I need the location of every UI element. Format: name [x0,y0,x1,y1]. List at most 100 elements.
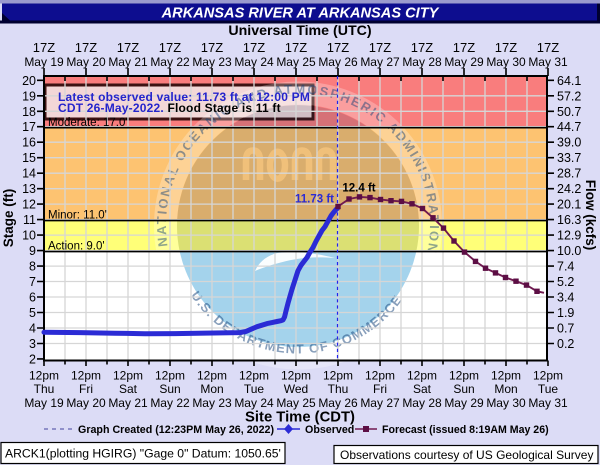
svg-text:May 26: May 26 [318,396,358,410]
svg-text:44.7: 44.7 [557,120,581,134]
svg-text:Thu: Thu [328,382,349,396]
svg-text:15: 15 [22,151,36,165]
svg-text:Mon: Mon [200,382,223,396]
svg-text:10: 10 [22,229,36,243]
svg-text:CDT 26-May-2022. Flood Stage i: CDT 26-May-2022. Flood Stage is 11 ft [58,101,281,115]
svg-text:Sat: Sat [119,382,138,396]
svg-text:5: 5 [29,306,36,320]
svg-text:50.7: 50.7 [557,105,581,119]
svg-text:1.9: 1.9 [557,306,574,320]
svg-text:May 20: May 20 [66,396,106,410]
svg-text:13: 13 [22,182,36,196]
svg-text:12pm: 12pm [407,369,437,383]
svg-text:39.0: 39.0 [557,136,581,150]
svg-text:17Z: 17Z [201,40,223,55]
svg-text:17Z: 17Z [411,40,433,55]
svg-text:16.3: 16.3 [557,213,581,227]
svg-text:8: 8 [29,260,36,274]
svg-text:Forecast (issued 8:19AM May 26: Forecast (issued 8:19AM May 26) [382,424,549,436]
svg-text:17Z: 17Z [285,40,307,55]
svg-text:24.2: 24.2 [557,182,581,196]
svg-text:17Z: 17Z [369,40,391,55]
svg-text:33.7: 33.7 [557,151,581,165]
svg-text:19: 19 [22,89,36,103]
svg-text:12pm: 12pm [533,369,563,383]
svg-text:Tue: Tue [244,382,265,396]
svg-text:0.7: 0.7 [557,322,574,336]
svg-text:May 28: May 28 [402,55,442,69]
svg-text:ARKANSAS RIVER AT ARKANSAS CIT: ARKANSAS RIVER AT ARKANSAS CITY [161,6,440,22]
svg-text:17Z: 17Z [243,40,265,55]
svg-text:Minor: 11.0': Minor: 11.0' [48,210,107,222]
svg-text:Fri: Fri [373,382,387,396]
svg-text:Observed: Observed [305,424,354,436]
svg-text:17Z: 17Z [33,40,55,55]
svg-text:20.1: 20.1 [557,198,581,212]
svg-text:Flow (kcfs): Flow (kcfs) [583,180,598,251]
svg-text:May 24: May 24 [234,396,274,410]
svg-text:3.4: 3.4 [557,291,574,305]
svg-text:Sun: Sun [159,382,180,396]
svg-text:17Z: 17Z [537,40,559,55]
svg-text:9: 9 [29,244,36,258]
svg-text:12pm: 12pm [197,369,227,383]
svg-text:May 19: May 19 [24,396,64,410]
svg-text:3: 3 [29,337,36,351]
svg-text:May 26: May 26 [318,55,358,69]
svg-text:6: 6 [29,291,36,305]
svg-text:57.2: 57.2 [557,89,581,103]
svg-text:May 29: May 29 [444,396,484,410]
svg-text:May 22: May 22 [150,396,190,410]
svg-text:May 31: May 31 [528,55,568,69]
svg-text:28.7: 28.7 [557,167,581,181]
svg-text:Fri: Fri [79,382,93,396]
svg-text:16: 16 [22,136,36,150]
svg-text:10.0: 10.0 [557,244,581,258]
svg-text:17Z: 17Z [117,40,139,55]
svg-text:Site Time (CDT): Site Time (CDT) [245,410,355,426]
svg-text:Graph Created (12:23PM May 26,: Graph Created (12:23PM May 26, 2022) [78,424,274,436]
svg-text:5.2: 5.2 [557,275,574,289]
svg-text:Moderate: 17.0': Moderate: 17.0' [48,117,128,129]
svg-text:Sun: Sun [453,382,474,396]
svg-text:17Z: 17Z [327,40,349,55]
svg-text:17: 17 [22,120,36,134]
svg-text:May 28: May 28 [402,396,442,410]
svg-text:12pm: 12pm [491,369,521,383]
svg-text:May 30: May 30 [486,396,526,410]
svg-text:7.4: 7.4 [557,260,574,274]
svg-text:7: 7 [29,275,36,289]
svg-text:0.2: 0.2 [557,337,574,351]
svg-text:12.4 ft: 12.4 ft [342,183,375,195]
svg-text:17Z: 17Z [495,40,517,55]
svg-text:12pm: 12pm [323,369,353,383]
svg-text:12: 12 [22,198,36,212]
svg-text:Latest observed value: 11.73 f: Latest observed value: 11.73 ft at 12:00… [58,90,310,104]
svg-text:18: 18 [22,105,36,119]
svg-text:12pm: 12pm [29,369,59,383]
svg-text:11.73 ft: 11.73 ft [295,194,334,206]
svg-text:May 29: May 29 [444,55,484,69]
svg-text:May 27: May 27 [360,55,400,69]
svg-text:May 25: May 25 [276,55,316,69]
svg-text:Sat: Sat [413,382,432,396]
svg-text:2: 2 [29,352,36,366]
svg-text:Wed: Wed [284,382,308,396]
svg-text:May 24: May 24 [234,55,274,69]
svg-text:12pm: 12pm [239,369,269,383]
svg-text:May 20: May 20 [66,55,106,69]
svg-text:14: 14 [22,167,36,181]
svg-text:Mon: Mon [494,382,517,396]
svg-text:May 25: May 25 [276,396,316,410]
svg-text:12pm: 12pm [155,369,185,383]
svg-text:12pm: 12pm [449,369,479,383]
svg-text:May 22: May 22 [150,55,190,69]
svg-text:17Z: 17Z [75,40,97,55]
svg-text:May 23: May 23 [192,396,232,410]
svg-text:17Z: 17Z [453,40,475,55]
svg-text:ARCK1(plotting HGIRG) "Gage 0": ARCK1(plotting HGIRG) "Gage 0" Datum: 10… [5,447,281,461]
svg-text:May 30: May 30 [486,55,526,69]
svg-text:12pm: 12pm [113,369,143,383]
svg-text:12pm: 12pm [281,369,311,383]
svg-text:May 31: May 31 [528,396,568,410]
